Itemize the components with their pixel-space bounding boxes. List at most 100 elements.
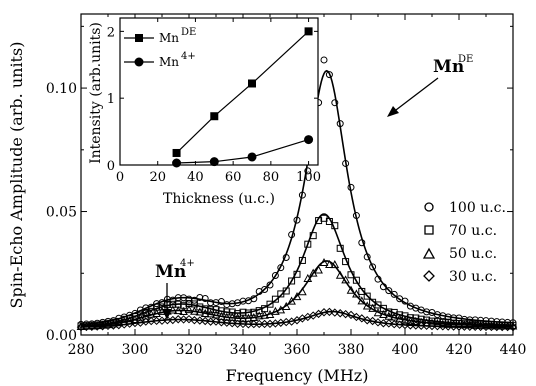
data-point	[195, 316, 205, 325]
data-point	[438, 319, 448, 328]
inset-point-circle	[172, 158, 182, 168]
data-point	[250, 308, 258, 316]
data-point	[287, 296, 296, 305]
data-point	[234, 310, 242, 318]
inset-point-square	[304, 27, 313, 36]
data-point	[298, 191, 306, 199]
data-point	[460, 322, 469, 331]
data-point	[470, 322, 480, 332]
data-point	[390, 308, 398, 316]
data-point	[400, 315, 410, 324]
data-point	[288, 231, 296, 239]
data-point	[379, 319, 388, 328]
data-point	[233, 319, 242, 329]
data-point	[342, 159, 350, 167]
data-point	[254, 311, 264, 320]
data-point	[406, 321, 415, 330]
inset-data-points	[172, 27, 314, 168]
data-point	[374, 275, 382, 283]
data-point	[239, 297, 247, 305]
x-tick-label: 340	[230, 342, 257, 358]
data-point	[76, 321, 86, 331]
data-point	[217, 318, 226, 327]
data-point	[190, 306, 199, 315]
data-point	[184, 314, 194, 324]
inset-line-square	[176, 30, 309, 154]
x-tick-label: 420	[446, 342, 473, 358]
x-tick-label: 280	[68, 342, 95, 358]
data-point	[363, 292, 371, 300]
data-point	[309, 232, 317, 240]
data-point	[341, 275, 350, 284]
data-point	[412, 314, 420, 322]
data-point	[330, 260, 340, 269]
inset-legend: Mn DE Mn 4+	[124, 27, 196, 69]
data-point	[254, 319, 264, 329]
data-point	[314, 265, 323, 274]
data-point	[319, 257, 329, 267]
data-point	[152, 308, 161, 318]
data-point	[346, 310, 356, 320]
inset-x-tick-label: 100	[296, 170, 321, 185]
data-point	[217, 298, 225, 306]
data-point	[87, 321, 97, 330]
inset-x-tick-label: 60	[225, 170, 242, 185]
data-point	[443, 322, 453, 331]
data-point	[136, 310, 144, 318]
data-point	[238, 319, 248, 329]
data-point	[125, 316, 134, 325]
inset-x-tick-label: 40	[187, 170, 204, 185]
data-point	[325, 307, 334, 317]
data-point	[255, 307, 263, 315]
data-point	[487, 322, 496, 332]
data-point	[401, 297, 409, 305]
data-point	[406, 316, 415, 325]
svg-text:Mn: Mn	[155, 262, 186, 282]
data-point	[396, 311, 404, 319]
data-point	[439, 318, 447, 326]
data-point	[142, 304, 150, 312]
svg-text:Mn: Mn	[159, 55, 179, 69]
data-point	[379, 309, 388, 319]
svg-text:DE: DE	[181, 27, 196, 38]
data-point	[179, 306, 188, 315]
data-point	[271, 306, 280, 315]
data-point	[331, 99, 339, 107]
inset-y-tick-label: 2	[107, 25, 115, 40]
data-point	[281, 301, 291, 310]
data-point	[266, 281, 274, 289]
data-point	[460, 315, 468, 323]
y-tick-label: 0.00	[46, 328, 77, 344]
data-point	[238, 314, 248, 323]
inset-y-tick-label: 1	[107, 92, 115, 107]
data-point	[347, 271, 355, 279]
x-tick-label: 440	[500, 342, 527, 358]
legend-item-100uc: 100 u.c.	[424, 200, 506, 216]
main-data-points	[76, 56, 518, 332]
data-point	[288, 277, 296, 285]
data-point	[508, 322, 518, 332]
data-point	[400, 320, 410, 330]
inset-point-square	[248, 79, 256, 88]
data-point	[211, 317, 221, 326]
data-point	[341, 309, 350, 319]
data-point	[119, 317, 129, 326]
data-point	[346, 285, 356, 294]
data-point	[433, 321, 442, 331]
data-point	[244, 309, 252, 317]
y-tick-label: 0.10	[46, 81, 77, 97]
inset-legend-item-mn-de: Mn DE	[124, 27, 196, 45]
data-point	[303, 273, 313, 282]
x-tick-label: 400	[392, 342, 419, 358]
data-point	[282, 253, 290, 261]
inset-x-tick-label: 20	[149, 170, 166, 185]
data-point	[362, 301, 372, 310]
data-point	[173, 315, 183, 324]
data-point	[212, 306, 220, 314]
data-point	[206, 309, 215, 318]
data-point	[352, 289, 361, 298]
data-point	[147, 307, 155, 315]
data-point	[368, 303, 377, 312]
x-tick-label: 320	[176, 342, 203, 358]
